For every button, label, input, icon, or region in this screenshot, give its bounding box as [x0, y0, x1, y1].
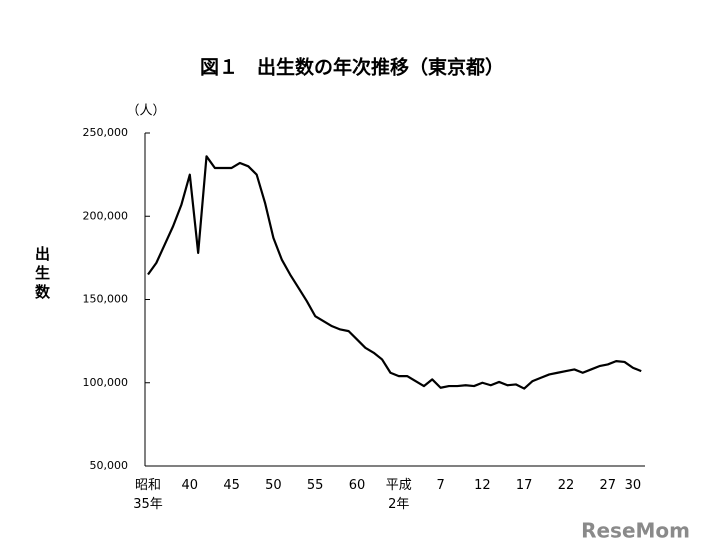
y-tick-label: 50,000 — [90, 459, 129, 472]
y-tick-label: 250,000 — [83, 126, 129, 139]
x-tick-label: 30 — [624, 478, 642, 493]
x-tick-label: 55 — [306, 478, 324, 493]
x-tick-label: 12 — [474, 478, 491, 493]
x-tick-label: 50 — [265, 478, 282, 493]
x-tick-label: 22 — [557, 478, 575, 493]
y-tick-label: 200,000 — [83, 209, 129, 222]
x-tick-label: 17 — [515, 478, 533, 493]
y-tick-label: 150,000 — [83, 293, 129, 306]
y-tick-label: 100,000 — [83, 376, 129, 389]
y-axis-title: 出生数 — [33, 246, 51, 303]
x-tick-label: 45 — [223, 478, 240, 493]
line — [147, 155, 642, 390]
chart-title: 図１ 出生数の年次推移（東京都） — [200, 56, 504, 79]
x-tick-label: 7 — [436, 478, 445, 493]
x-tick-label: 27 — [599, 478, 617, 493]
x-tick-label: 60 — [348, 478, 366, 493]
x-tick-label: 昭和 35年 — [133, 478, 163, 512]
y-unit: （人） — [126, 104, 165, 119]
x-tick-label: 40 — [181, 478, 199, 493]
watermark: ReseMom — [581, 519, 690, 543]
x-tick-label: 平成 2年 — [385, 478, 412, 512]
